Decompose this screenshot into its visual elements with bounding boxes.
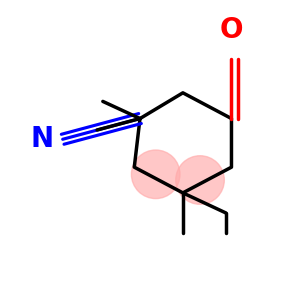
Text: O: O [220, 16, 243, 44]
Circle shape [176, 156, 224, 204]
Text: N: N [31, 125, 54, 153]
Circle shape [131, 150, 180, 199]
